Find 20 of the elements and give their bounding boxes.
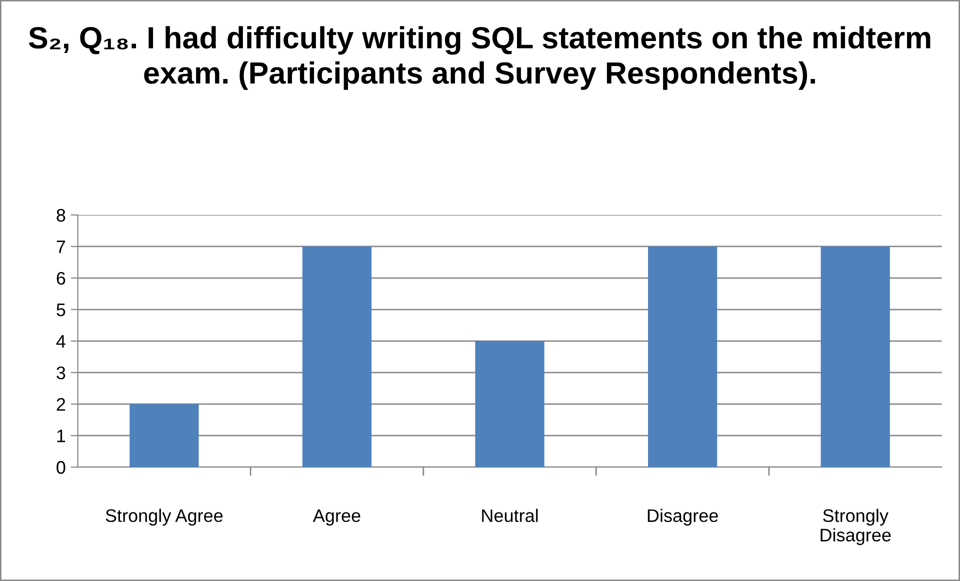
y-tick-label: 8 — [56, 208, 66, 222]
bar — [648, 246, 718, 468]
x-tick-label: Neutral — [482, 508, 538, 522]
bar — [302, 246, 372, 468]
y-tick-label: 0 — [56, 461, 66, 474]
x-tick-label: Strongly Agree — [106, 508, 223, 526]
y-tick-label: 5 — [56, 304, 66, 316]
chart-title: S₂, Q₁₈. I had difficulty writing SQL statements on the midterm exam. (Participants and Survey Respondents). — [28, 26, 930, 90]
y-tick-label: 6 — [56, 272, 66, 285]
y-tick-label: 1 — [57, 430, 66, 442]
x-tick-label: Agree — [312, 509, 360, 526]
bar — [130, 404, 199, 468]
y-tick-label: 2 — [56, 398, 66, 411]
y-tick-label: 3 — [56, 366, 66, 380]
x-tick-label: Disagree — [648, 508, 718, 526]
y-tick-label: 4 — [56, 335, 66, 348]
x-tick-label: Strongly Disagree — [820, 508, 891, 546]
bar — [820, 246, 890, 468]
bar — [475, 341, 544, 468]
y-tick-label: 7 — [56, 240, 66, 254]
